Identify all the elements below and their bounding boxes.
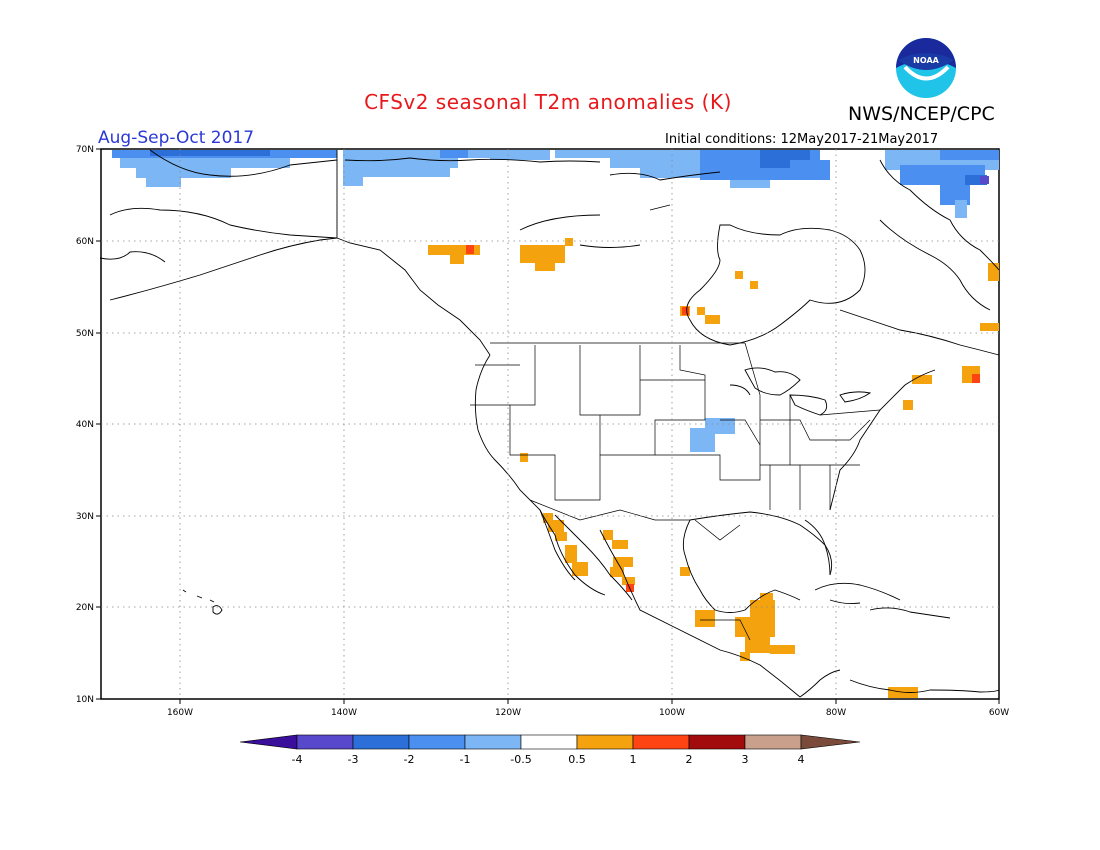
colorbar-label: 2 [686, 753, 693, 766]
colorbar-label: -2 [404, 753, 415, 766]
lon-label-160w: 160W [167, 708, 193, 718]
colorbar-swatch [744, 734, 802, 750]
lon-label-120w: 120W [495, 708, 521, 718]
colorbar-arrow-low [239, 734, 298, 750]
colorbar-label: -1 [460, 753, 471, 766]
lat-label-10n: 10N [76, 695, 94, 705]
colorbar-arrow-high [800, 734, 861, 750]
colorbar-swatch [408, 734, 466, 750]
colorbar-label: 4 [798, 753, 805, 766]
lat-label-40n: 40N [76, 420, 94, 430]
lat-label-50n: 50N [76, 329, 94, 339]
colorbar-label: -3 [348, 753, 359, 766]
lon-label-80w: 80W [826, 708, 846, 718]
colorbar-swatch [464, 734, 522, 750]
axis-ticks [96, 148, 1000, 704]
graticule [101, 149, 999, 699]
colorbar-swatch [632, 734, 690, 750]
lat-label-20n: 20N [76, 603, 94, 613]
initial-conditions-label: Initial conditions: 12May2017-21May2017 [665, 132, 939, 147]
colorbar-label: -4 [292, 753, 303, 766]
colorbar-swatch [352, 734, 410, 750]
noaa-logo: NOAA [896, 38, 956, 98]
colorbar-swatch [296, 734, 354, 750]
colorbar-label: 1 [630, 753, 637, 766]
political-borders [470, 342, 881, 641]
map-frame [100, 148, 1000, 700]
noaa-logo-text: NOAA [913, 56, 939, 65]
colorbar-legend: -4 -3 -2 -1 -0.5 0.5 1 2 3 4 [239, 734, 861, 766]
colorbar-label: 0.5 [568, 753, 586, 766]
lat-label-70n: 70N [76, 145, 94, 155]
colorbar-swatch [576, 734, 634, 750]
colorbar-label: -0.5 [510, 753, 531, 766]
lat-label-30n: 30N [76, 512, 94, 522]
latitude-labels: 70N 60N 50N 40N 30N 20N 10N [76, 145, 94, 705]
lon-label-60w: 60W [989, 708, 1009, 718]
lat-label-60n: 60N [76, 237, 94, 247]
lon-label-100w: 100W [659, 708, 685, 718]
anomaly-cells [112, 150, 999, 698]
coastlines [99, 149, 1000, 698]
lon-label-140w: 140W [331, 708, 357, 718]
colorbar-label: 3 [742, 753, 749, 766]
season-label: Aug-Sep-Oct 2017 [98, 128, 255, 148]
agency-label: NWS/NCEP/CPC [848, 103, 995, 125]
longitude-labels: 160W 140W 120W 100W 80W 60W [167, 708, 1009, 718]
map-title: CFSv2 seasonal T2m anomalies (K) [364, 90, 732, 114]
colorbar-swatch [520, 734, 578, 750]
colorbar-swatch [688, 734, 746, 750]
